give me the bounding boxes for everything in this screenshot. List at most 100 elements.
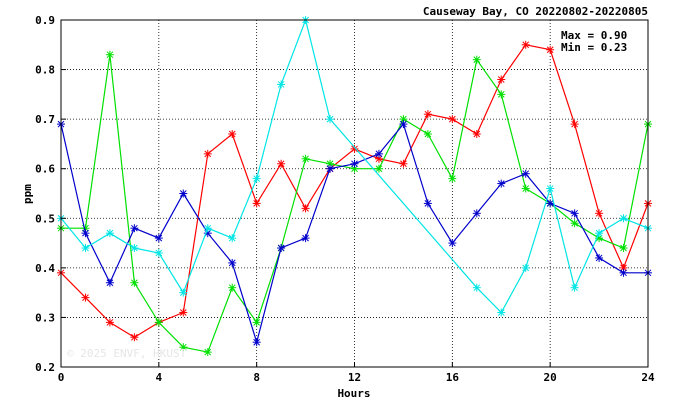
series-2-point	[252, 318, 261, 327]
series-3-point	[497, 179, 506, 188]
series-3-point	[179, 189, 188, 198]
series-2-point	[472, 55, 481, 64]
series-1-point	[497, 75, 506, 84]
series-1-point	[105, 318, 114, 327]
series-1-point	[301, 204, 310, 213]
series-3-point	[154, 234, 163, 243]
series-2-point	[423, 130, 432, 139]
series-3-point	[350, 159, 359, 168]
max-value-label: Max = 0.90	[561, 29, 627, 42]
y-axis-title: ppm	[21, 184, 34, 204]
series-1-point	[350, 144, 359, 153]
series-3-point	[81, 229, 90, 238]
series-3-point	[448, 239, 457, 248]
series-1-point	[399, 159, 408, 168]
y-tick-label: 0.6	[35, 163, 55, 176]
series-3-point	[399, 120, 408, 129]
series-2-point	[326, 159, 335, 168]
series-1-point	[521, 40, 530, 49]
series-2-point	[203, 348, 212, 357]
grid-lines	[61, 20, 648, 367]
series-1-point	[472, 130, 481, 139]
y-tick-label: 0.5	[35, 212, 55, 225]
x-tick-label: 0	[58, 371, 65, 384]
series-1-point	[423, 110, 432, 119]
series-3-point	[326, 164, 335, 173]
series-1-point	[448, 115, 457, 124]
series-4-line	[60, 17, 649, 314]
y-tick-label: 0.3	[35, 311, 55, 324]
chart-title: Causeway Bay, CO 20220802-20220805	[423, 5, 648, 18]
x-tick-label: 12	[348, 371, 361, 384]
series-4-point	[105, 229, 114, 238]
x-tick-label: 16	[446, 371, 460, 384]
series-3-point	[130, 224, 139, 233]
series-2-point	[179, 343, 188, 352]
series-2-point	[228, 283, 237, 292]
series-2-point	[570, 219, 579, 228]
series-2-point	[374, 164, 383, 173]
y-tick-label: 0.2	[35, 361, 55, 374]
series-3-point	[595, 253, 604, 262]
series-4-point	[130, 244, 139, 253]
series-2-point	[154, 318, 163, 327]
series-4-point	[619, 214, 628, 223]
series-4-point	[252, 174, 261, 183]
series-2-point	[521, 184, 530, 193]
series-3-point	[228, 258, 237, 267]
series-1-point	[252, 199, 261, 208]
series-3-point	[472, 209, 481, 218]
x-tick-label: 4	[156, 371, 163, 384]
x-axis-title: Hours	[337, 387, 370, 400]
series-4-point	[154, 248, 163, 257]
series-4-point	[497, 308, 506, 317]
tick-labels: 0 4 8 12 16 20 24 0.2 0.3 0.4 0.5 0.6 0.7 0.8 0.9	[35, 14, 655, 384]
x-tick-label: 24	[641, 371, 655, 384]
series-4-point	[203, 224, 212, 233]
series-3-point	[277, 244, 286, 253]
x-tick-label: 8	[253, 371, 260, 384]
series-3-point	[301, 234, 310, 243]
series-1-point	[228, 130, 237, 139]
series-2-point	[448, 174, 457, 183]
series-2-point	[497, 90, 506, 99]
series-4-point	[179, 288, 188, 297]
series-4-point	[81, 244, 90, 253]
series-4-point	[570, 283, 579, 292]
series-4-point	[521, 263, 530, 272]
series-2-point	[301, 154, 310, 163]
series-2-point	[619, 244, 628, 253]
series-1-point	[81, 293, 90, 302]
series-1-point	[546, 45, 555, 54]
series-1-point	[203, 149, 212, 158]
series-1-point	[595, 209, 604, 218]
y-tick-label: 0.7	[35, 113, 55, 126]
min-value-label: Min = 0.23	[561, 41, 627, 54]
y-tick-label: 0.9	[35, 14, 55, 27]
series-4-point	[595, 229, 604, 238]
series-4-point	[228, 234, 237, 243]
series-4-point	[472, 283, 481, 292]
series-3-point	[374, 149, 383, 158]
series-1-point	[179, 308, 188, 317]
series-3-point	[105, 278, 114, 287]
series-4-point	[546, 184, 555, 193]
series-1-point	[277, 159, 286, 168]
series-3-point	[619, 268, 628, 277]
series-1-point	[570, 120, 579, 129]
series-2-point	[105, 50, 114, 59]
series-4-point	[277, 80, 286, 89]
series-3-point	[423, 199, 432, 208]
x-tick-label: 20	[544, 371, 557, 384]
series-3-point	[546, 199, 555, 208]
y-tick-label: 0.4	[35, 262, 55, 275]
series-3-point	[570, 209, 579, 218]
series-4-point	[326, 115, 335, 124]
series-3-point	[252, 338, 261, 347]
y-tick-label: 0.8	[35, 64, 55, 77]
series-2-point	[130, 278, 139, 287]
series-3-point	[521, 169, 530, 178]
series-layer	[57, 16, 652, 357]
